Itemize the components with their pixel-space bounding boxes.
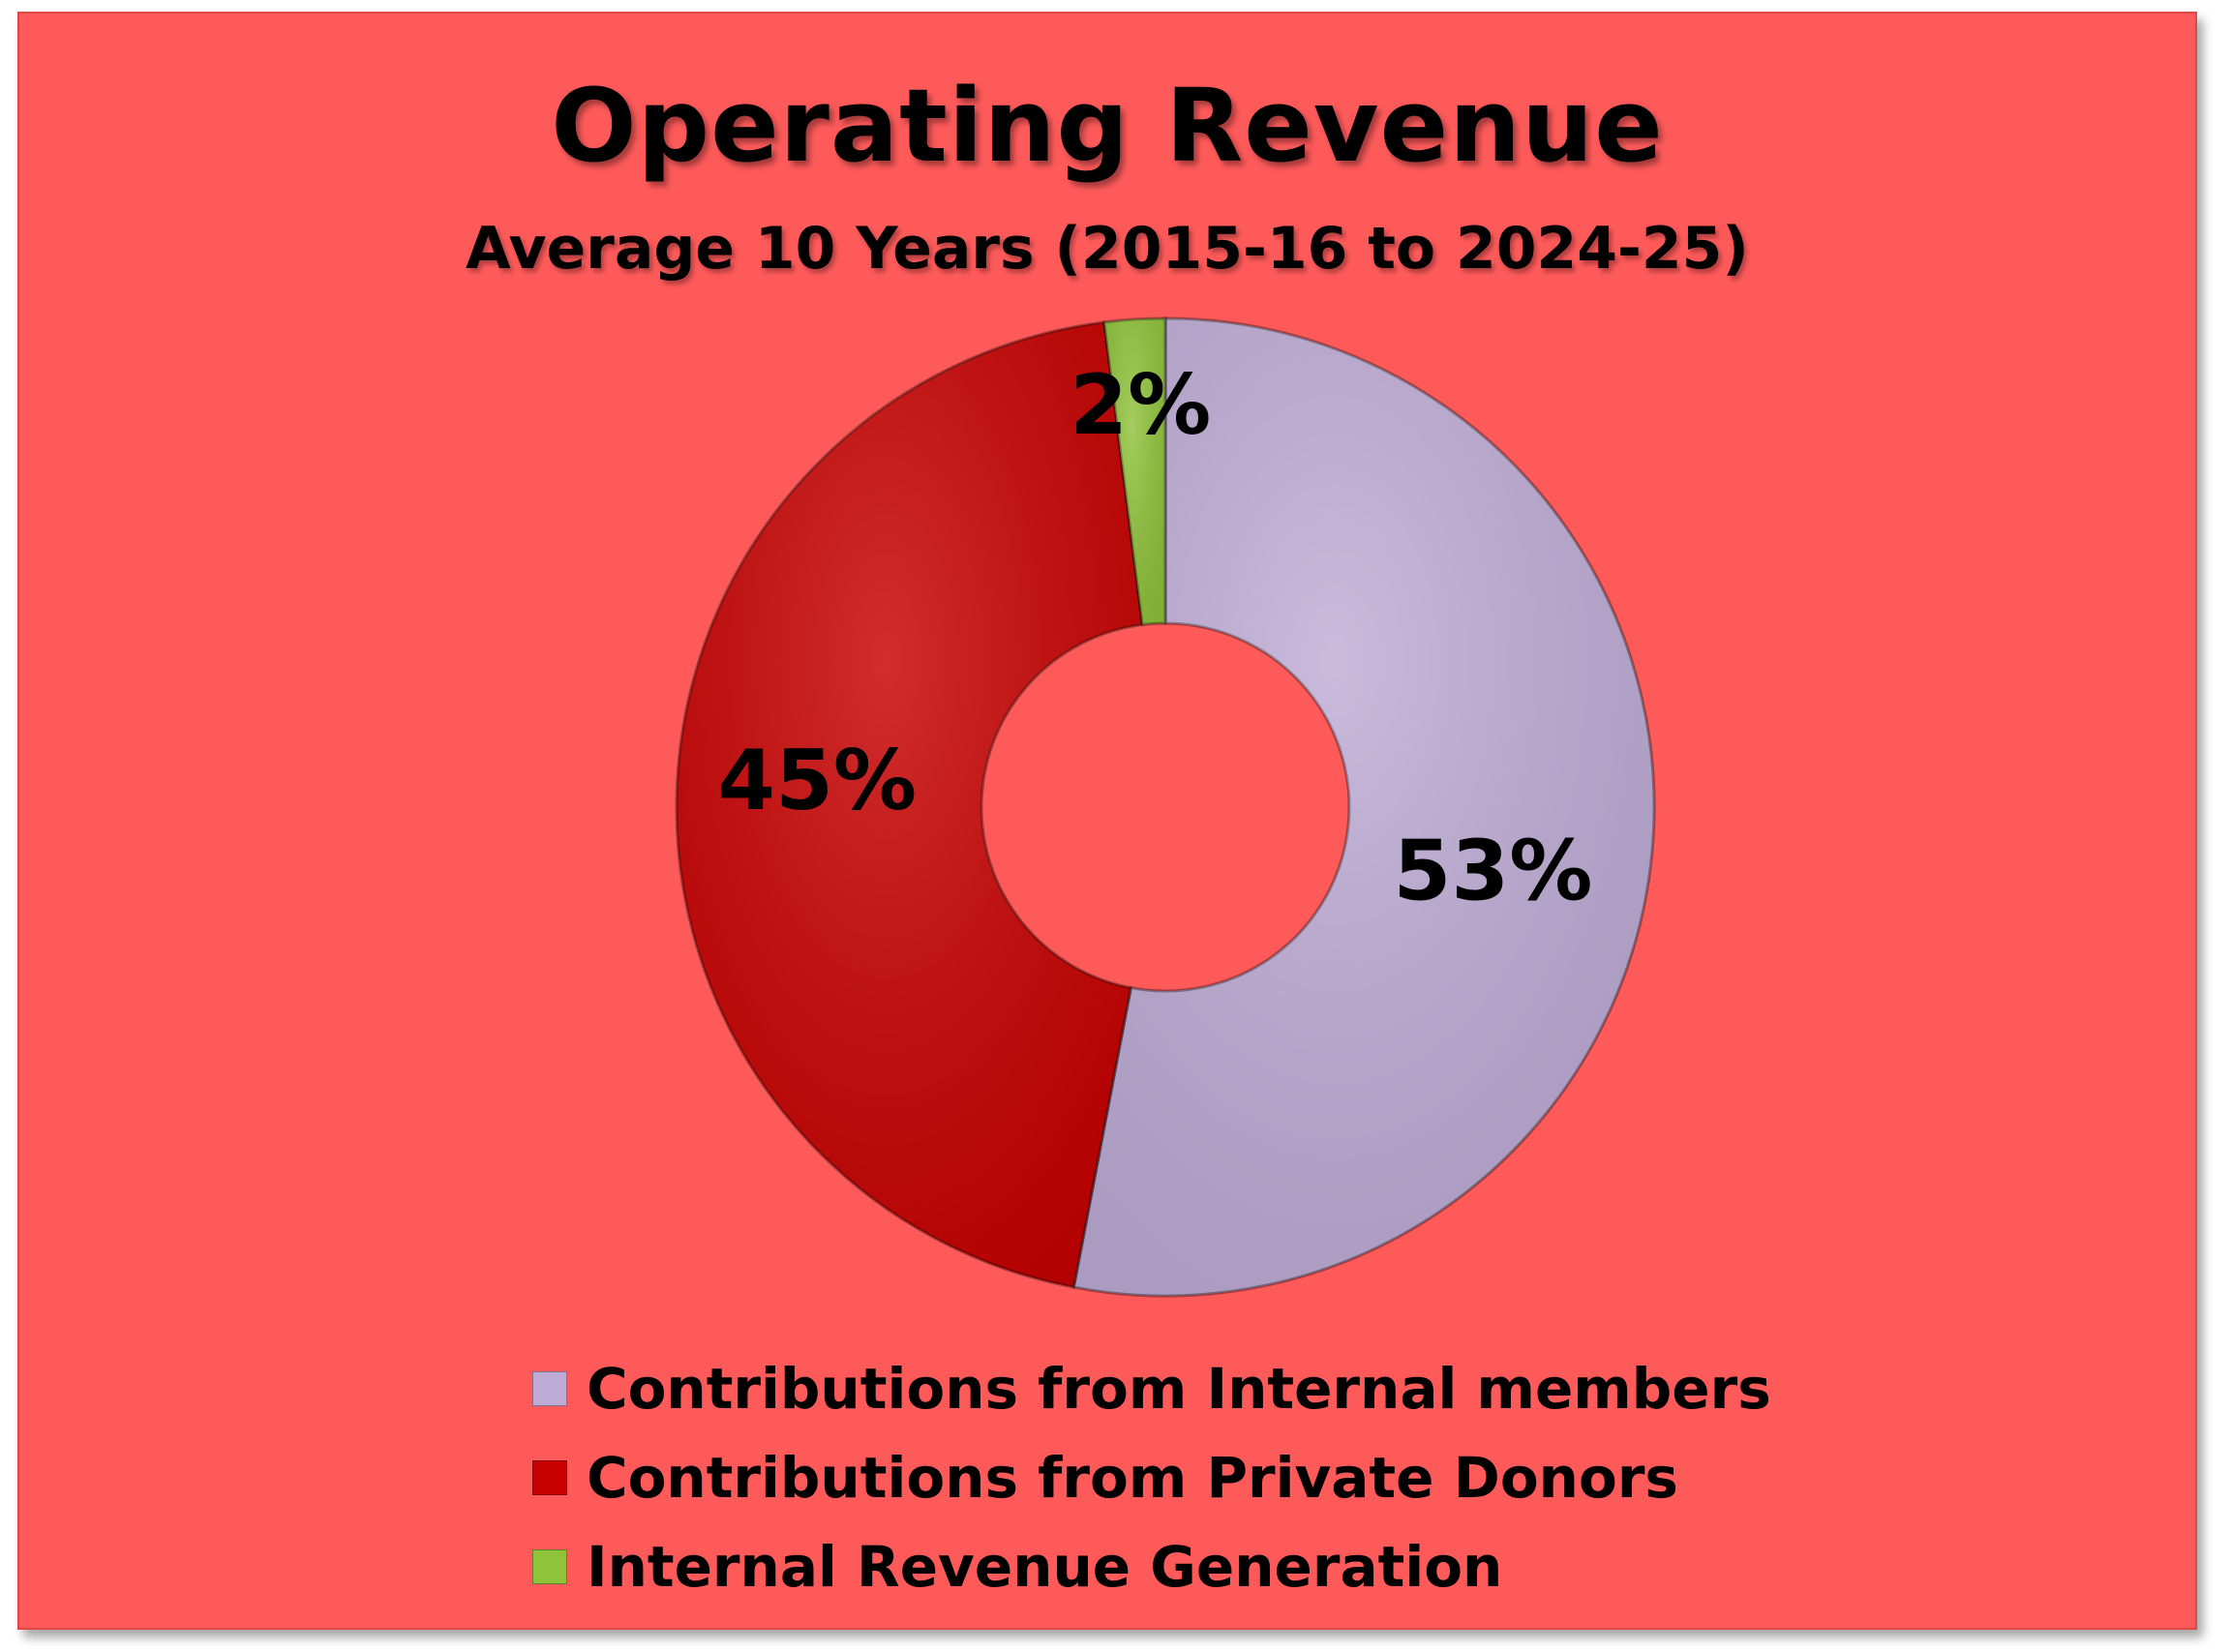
data-label-private-donors: 45% bbox=[717, 733, 917, 829]
legend-swatch bbox=[532, 1371, 567, 1406]
legend-swatch bbox=[532, 1549, 567, 1584]
chart-area: Operating Revenue Average 10 Years (2015… bbox=[17, 12, 2197, 1630]
chart-legend: Contributions from Internal members Cont… bbox=[532, 1344, 1771, 1611]
legend-item-internal-members: Contributions from Internal members bbox=[532, 1344, 1771, 1433]
chart-subtitle: Average 10 Years (2015-16 to 2024-25) bbox=[466, 215, 1749, 283]
legend-label: Internal Revenue Generation bbox=[587, 1534, 1503, 1600]
legend-label: Contributions from Internal members bbox=[587, 1356, 1771, 1422]
slice-private-donors-sheen bbox=[676, 321, 1143, 1288]
donut-chart: 53% 45% 2% bbox=[675, 316, 1656, 1298]
slice-internal-revenue-sheen bbox=[1103, 318, 1165, 625]
legend-item-internal-revenue: Internal Revenue Generation bbox=[532, 1522, 1771, 1611]
legend-label: Contributions from Private Donors bbox=[587, 1445, 1678, 1511]
data-label-internal-members: 53% bbox=[1394, 823, 1593, 919]
legend-item-private-donors: Contributions from Private Donors bbox=[532, 1433, 1771, 1522]
data-label-internal-revenue: 2% bbox=[1070, 357, 1211, 454]
legend-swatch bbox=[532, 1460, 567, 1495]
chart-title: Operating Revenue bbox=[551, 67, 1664, 185]
slice-internal-members-sheen bbox=[1073, 318, 1654, 1296]
